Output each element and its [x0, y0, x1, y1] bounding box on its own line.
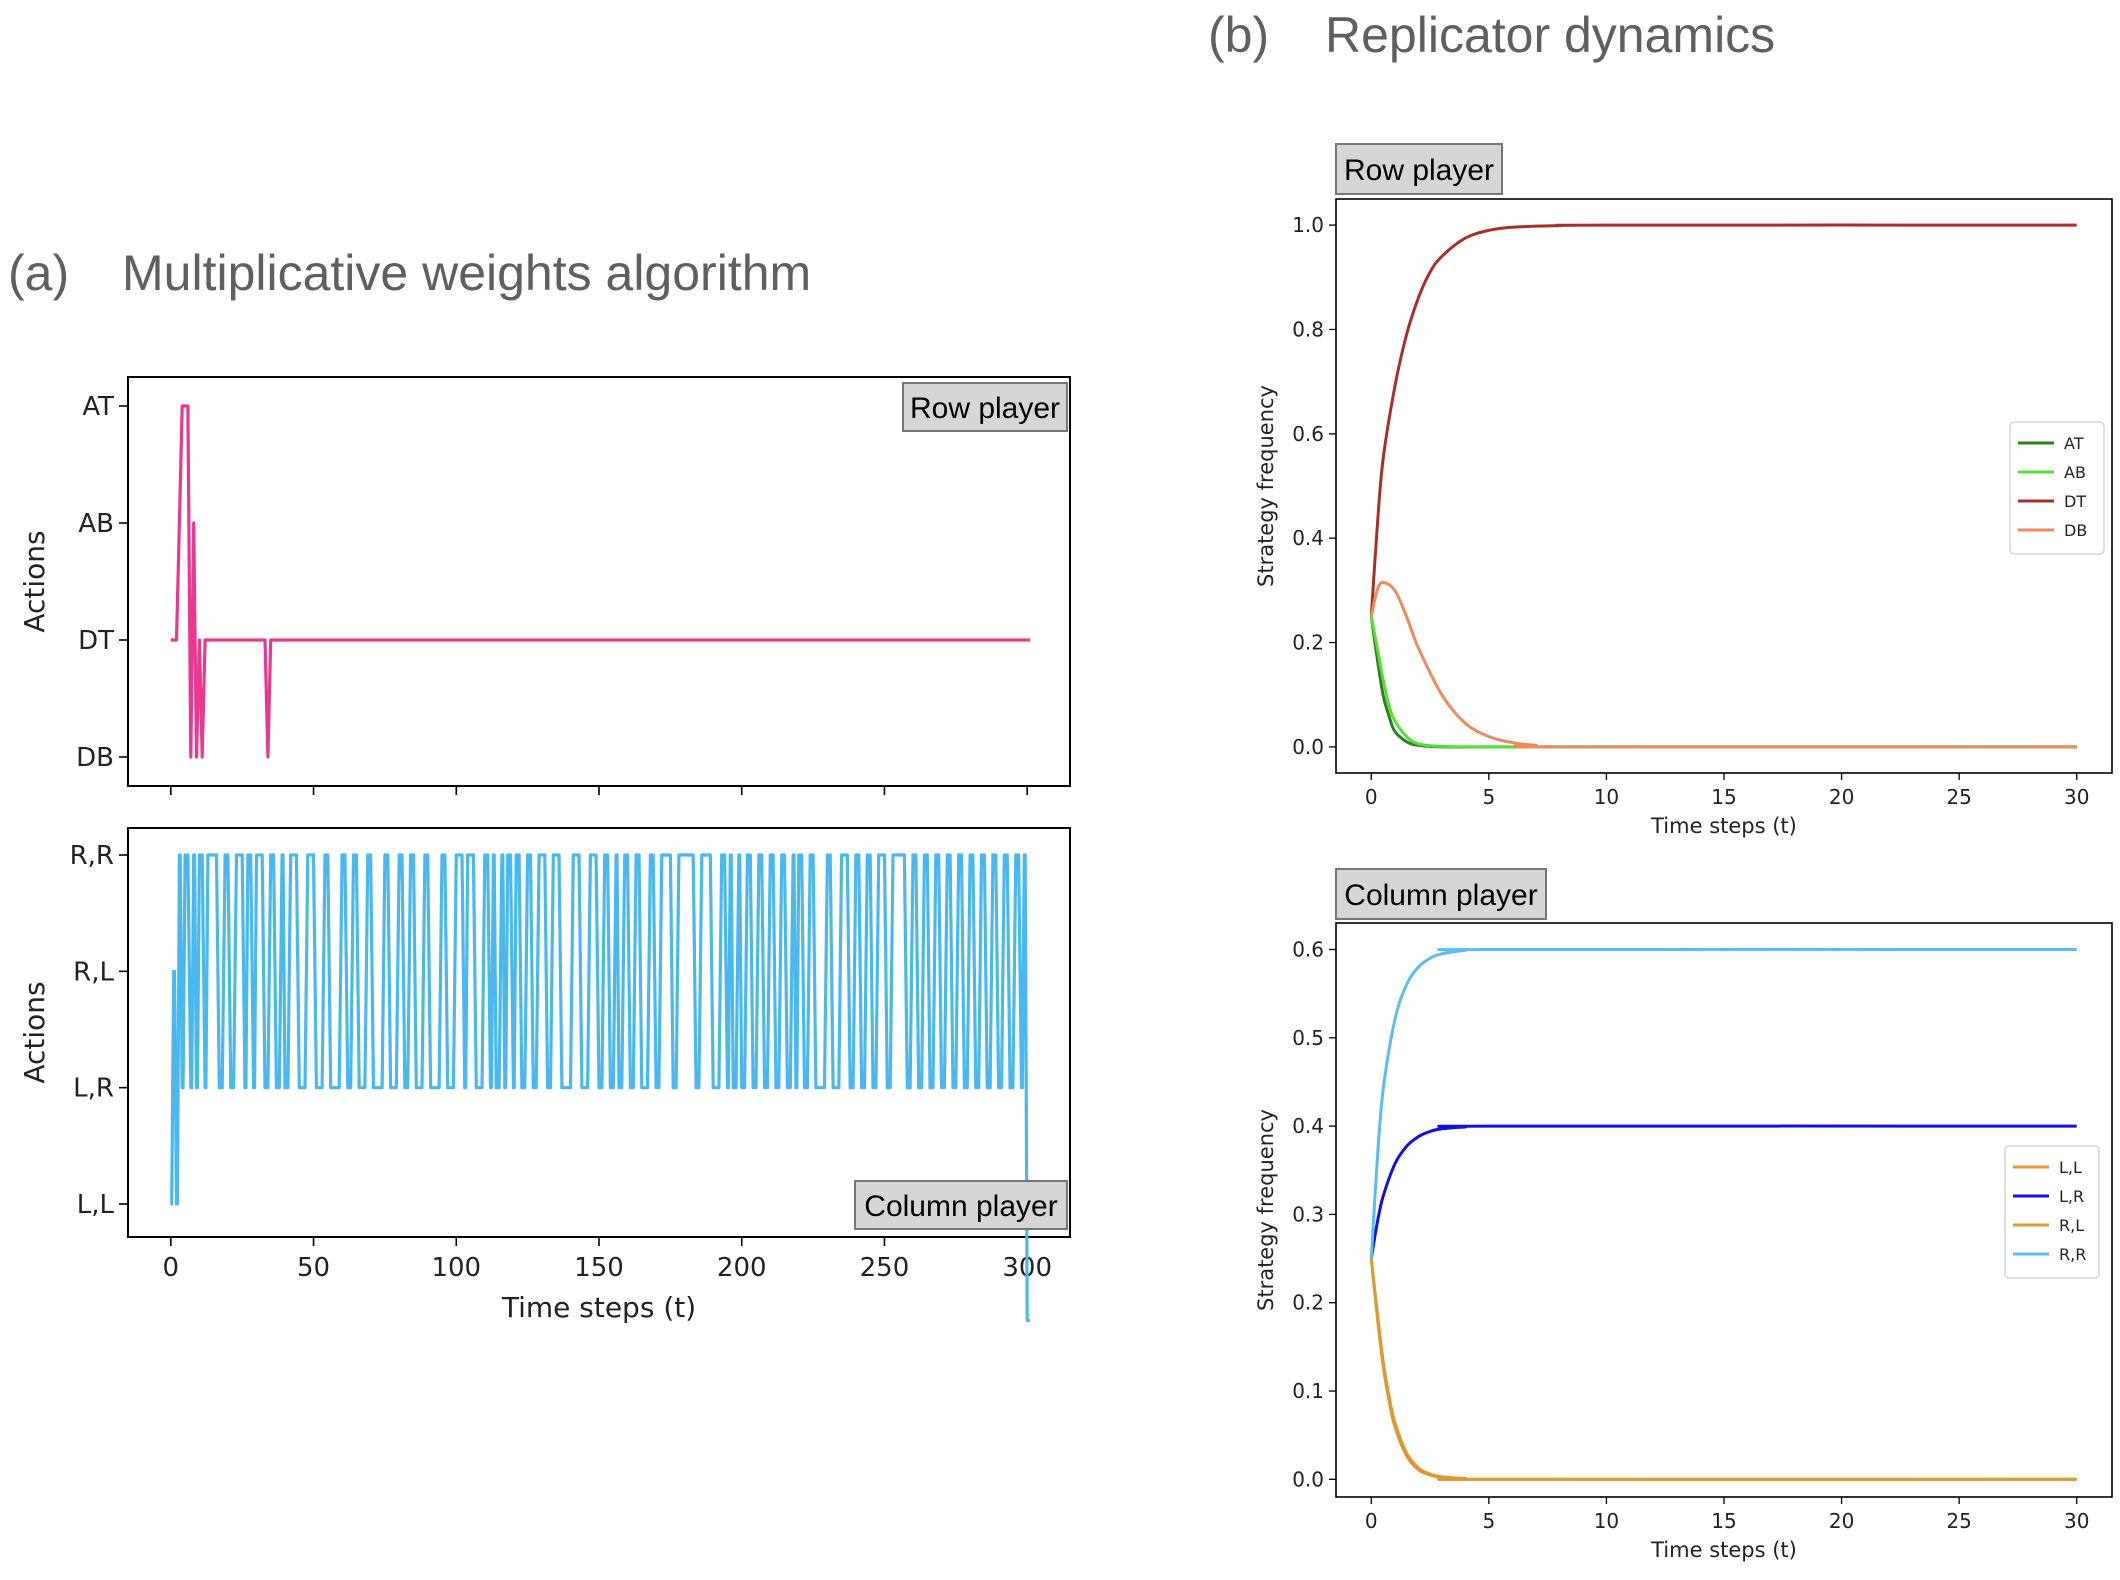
player-tag: Column player [854, 1180, 1068, 1230]
legend-box [2009, 421, 2105, 555]
y-axis-label: Strategy frequency [1254, 385, 1278, 587]
chart-mwa-column-player: L,LL,RR,LR,R0 50 100 150 200 250 300ActionsTim… [18, 827, 1071, 1324]
legend: L,L L,R R,L R,R [2004, 1145, 2100, 1279]
y-axis-label: Actions [18, 530, 51, 632]
series-line-db [1369, 581, 2077, 749]
x-tick-label: 5 [1482, 785, 1495, 809]
legend-label: L,L [2059, 1158, 2082, 1177]
series-line-l-r [1369, 1124, 2077, 1259]
series-line [170, 853, 1030, 1322]
y-tick-label: DT [78, 626, 114, 656]
x-tick-label: 15 [1711, 1509, 1736, 1533]
y-tick-label: 0.2 [1292, 1291, 1324, 1315]
y-tick-label: AB [78, 509, 114, 539]
legend-label: DB [2064, 521, 2087, 540]
series-line-at [1369, 616, 2077, 749]
player-tag-label: Column player [1344, 879, 1537, 912]
y-tick-label: 0.4 [1292, 1114, 1324, 1138]
player-tag-label: Row player [1344, 154, 1494, 187]
y-tick-label: 0.0 [1292, 735, 1324, 759]
series-line-r-r [1369, 947, 2077, 1259]
series-line-l-l [1369, 1258, 2077, 1481]
series-line [170, 404, 1030, 759]
x-tick-label: 50 [297, 1253, 330, 1283]
x-tick-label: 250 [860, 1253, 910, 1283]
x-tick-label: 100 [431, 1253, 481, 1283]
x-tick-label: 20 [1829, 785, 1854, 809]
y-tick-label: R,L [73, 957, 114, 987]
y-axis-label: Actions [18, 981, 51, 1083]
panel-b-title: Replicator dynamics [1325, 7, 1775, 63]
plot-frame [1335, 198, 2113, 774]
y-tick-label: R,R [70, 841, 114, 871]
x-tick-label: 0 [1365, 785, 1378, 809]
y-tick-label: 0.3 [1292, 1202, 1324, 1226]
x-axis-label: Time steps (t) [1650, 1538, 1797, 1562]
y-tick-label: 0.8 [1292, 317, 1324, 341]
player-tag: Row player [902, 382, 1068, 432]
legend-label: R,L [2059, 1216, 2084, 1235]
x-tick-label: 5 [1482, 1509, 1495, 1533]
player-tag-box [1335, 143, 1503, 195]
y-tick-label: L,L [77, 1190, 115, 1220]
player-tag: Column player [1335, 868, 1547, 920]
player-tag-box [902, 382, 1068, 432]
y-tick-label: 1.0 [1292, 213, 1324, 237]
x-tick-label: 30 [2064, 785, 2089, 809]
plot-frame [1335, 922, 2113, 1498]
legend: AT AB DT DB [2009, 421, 2105, 555]
player-tag: Row player [1335, 143, 1503, 195]
legend-label: AT [2064, 434, 2084, 453]
y-tick-label: 0.6 [1292, 937, 1324, 961]
chart-rd-column-player: 0.0 0.1 0.2 0.3 0.4 0.5 0.6 0 5 10 15 20 25 30 Strateg… [1254, 868, 2113, 1562]
x-tick-label: 0 [163, 1253, 180, 1283]
y-axis-label: Strategy frequency [1254, 1109, 1278, 1311]
y-tick-label: 0.2 [1292, 631, 1324, 655]
y-tick-label: AT [82, 392, 114, 422]
x-axis-label: Time steps (t) [1650, 814, 1797, 838]
x-tick-label: 20 [1829, 1509, 1854, 1533]
y-tick-label: 0.6 [1292, 422, 1324, 446]
player-tag-label: Row player [910, 392, 1060, 425]
chart-mwa-row-player: DB DT AB AT Actions Row player [18, 376, 1071, 795]
player-tag-box [1335, 868, 1547, 920]
x-tick-label: 0 [1365, 1509, 1378, 1533]
series-line-dt [1369, 223, 2077, 617]
series-line-ab [1369, 616, 2077, 749]
series-line-r-l [1369, 1258, 2077, 1481]
x-axis-label: Time steps (t) [501, 1291, 696, 1324]
y-tick-label: 0.4 [1292, 526, 1324, 550]
x-tick-label: 25 [1946, 1509, 1971, 1533]
y-tick-label: 0.1 [1292, 1379, 1324, 1403]
legend-label: DT [2064, 492, 2086, 511]
x-tick-label: 10 [1594, 785, 1619, 809]
legend-label: R,R [2059, 1245, 2086, 1264]
player-tag-box [854, 1180, 1068, 1230]
player-tag-label: Column player [864, 1190, 1057, 1223]
panel-b-letter: (b) [1208, 7, 1269, 63]
chart-rd-row-player: 0.0 0.2 0.4 0.6 0.8 1.0 0 5 10 15 20 25 30 Strategy f… [1254, 143, 2113, 838]
panel-a-title: Multiplicative weights algorithm [122, 245, 811, 301]
y-tick-label: 0.0 [1292, 1467, 1324, 1491]
x-tick-label: 30 [2064, 1509, 2089, 1533]
y-tick-label: L,R [73, 1074, 114, 1104]
y-tick-label: 0.5 [1292, 1026, 1324, 1050]
y-tick-label: DB [76, 743, 114, 773]
legend-label: AB [2064, 463, 2086, 482]
x-tick-label: 10 [1594, 1509, 1619, 1533]
legend-box [2004, 1145, 2100, 1279]
x-tick-label: 25 [1946, 785, 1971, 809]
x-tick-label: 200 [717, 1253, 767, 1283]
x-tick-label: 15 [1711, 785, 1736, 809]
legend-label: L,R [2059, 1187, 2084, 1206]
panel-a-letter: (a) [8, 245, 69, 301]
x-tick-label: 150 [574, 1253, 624, 1283]
